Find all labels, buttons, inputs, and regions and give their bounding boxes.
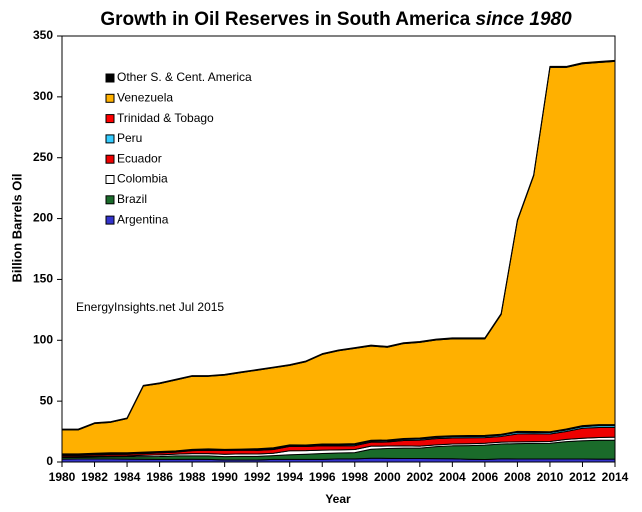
x-tick-label: 1980 — [49, 470, 76, 484]
legend-label: Argentina — [117, 212, 169, 226]
y-axis-title: Billion Barrels Oil — [9, 173, 24, 282]
legend-swatch — [105, 175, 115, 184]
x-tick-label: 2004 — [439, 470, 466, 484]
x-tick-label: 1992 — [244, 470, 271, 484]
legend-swatch — [105, 154, 115, 164]
x-tick-label: 2006 — [472, 470, 499, 484]
x-tick-label: 2008 — [504, 470, 531, 484]
y-tick-label: 150 — [33, 272, 53, 286]
y-tick-label: 250 — [33, 150, 53, 164]
plot-frame — [61, 35, 616, 463]
x-tick-label: 2000 — [374, 470, 401, 484]
x-axis-title: Year — [325, 492, 351, 506]
legend-swatch — [105, 195, 115, 205]
x-tick-label: 1998 — [341, 470, 368, 484]
x-tick-label: 1982 — [81, 470, 108, 484]
x-tick-label: 1996 — [309, 470, 336, 484]
x-tick-label: 1994 — [276, 470, 303, 484]
x-tick-label: 1986 — [146, 470, 173, 484]
legend-swatch — [105, 134, 115, 144]
x-tick-label: 1988 — [179, 470, 206, 484]
annotation: EnergyInsights.net Jul 2015 — [76, 300, 224, 314]
x-tick-label: 2002 — [406, 470, 433, 484]
legend-swatch — [105, 114, 115, 124]
y-tick-label: 0 — [46, 454, 53, 468]
x-tick-label: 2014 — [602, 470, 629, 484]
title-suffix: since 1980 — [476, 9, 573, 30]
legend-label: Colombia — [117, 172, 168, 186]
legend-label: Other S. & Cent. America — [117, 70, 252, 84]
x-tick-label: 1990 — [211, 470, 238, 484]
y-tick-label: 200 — [33, 211, 53, 225]
legend-swatch — [105, 215, 115, 225]
y-tick-label: 100 — [33, 332, 53, 346]
x-tick-label: 2012 — [569, 470, 596, 484]
title-main: Growth in Oil Reserves in South America — [100, 9, 470, 30]
legend-label: Peru — [117, 131, 142, 145]
legend-swatch — [105, 93, 115, 103]
legend-label: Trinidad & Tobago — [117, 111, 214, 125]
legend-label: Ecuador — [117, 151, 162, 165]
x-tick-label: 1984 — [114, 470, 141, 484]
legend-swatch — [105, 73, 115, 83]
legend-label: Brazil — [117, 192, 147, 206]
chart-title: Growth in Oil Reserves in South America … — [100, 9, 572, 30]
y-tick-label: 350 — [33, 28, 53, 42]
y-tick-label: 50 — [40, 393, 54, 407]
legend-label: Venezuela — [117, 90, 173, 104]
x-tick-label: 2010 — [537, 470, 564, 484]
y-tick-label: 300 — [33, 89, 53, 103]
